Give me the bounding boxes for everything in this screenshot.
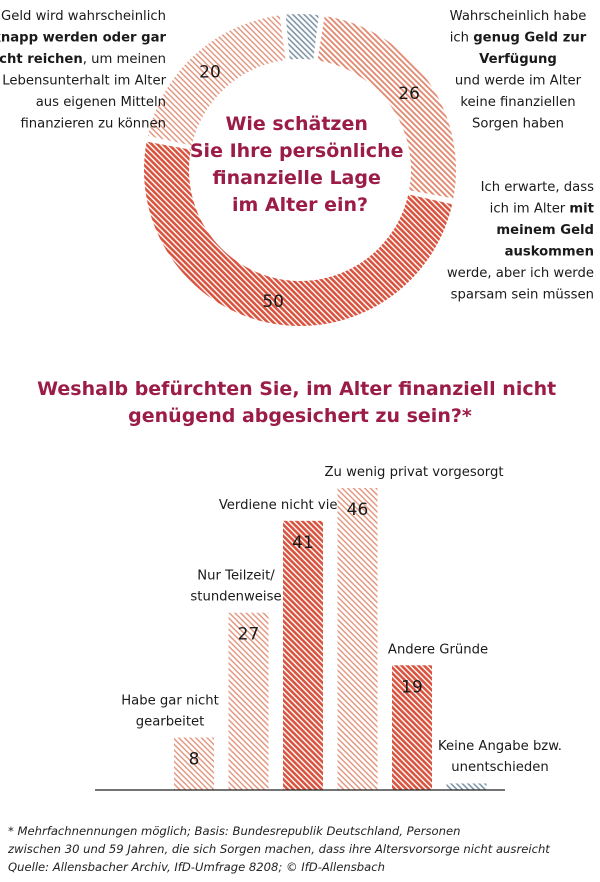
bar-title-line: genügend abgesichert zu sein?* — [128, 405, 472, 427]
donut-title: Wie schätzen Sie Ihre persönliche finanz… — [190, 113, 410, 216]
donut-value-genug: 26 — [398, 84, 420, 104]
donut-slice-labels: Wahrscheinlich habe ich genug Geld zur Ver… — [0, 9, 594, 303]
bar-value-vorgesorgt: 46 — [347, 500, 369, 520]
donut-label-text: sparsam sein müssen — [451, 288, 594, 303]
bar-label-line: Zu wenig privat vorgesorgt — [325, 465, 504, 480]
bar-teilzeit — [228, 612, 269, 790]
footnote-line: zwischen 30 und 59 Jahren, die sich Sorg… — [8, 842, 550, 856]
donut-label-genug: Wahrscheinlich habe ich genug Geld zur Ver… — [450, 9, 587, 132]
bar-label-line: Nur Teilzeit/ — [197, 569, 275, 584]
donut-label-text: Verfügung — [479, 52, 557, 67]
donut-label-text: Sorgen haben — [472, 117, 564, 132]
bar-label-line: unentschieden — [451, 760, 548, 775]
bar-value-nie_gearbeitet: 8 — [189, 749, 200, 769]
donut-label-auskommen: Ich erwarte, dass ich im Alter mit meinem … — [447, 180, 594, 303]
donut-title-line: Wie schätzen — [225, 113, 367, 135]
donut-slice-genug — [317, 15, 456, 199]
donut-label-text: werde, aber ich werde — [447, 266, 594, 281]
donut-slice-keine_angabe — [285, 14, 319, 60]
donut-label-text: meinem Geld — [496, 223, 594, 238]
donut-label-text: Wahrscheinlich habe — [450, 9, 587, 24]
donut-value-auskommen: 50 — [262, 292, 284, 312]
bar-label-verdiene: Verdiene nicht viel — [219, 498, 341, 513]
bar-label-teilzeit: Nur Teilzeit/stundenweise — [190, 569, 281, 605]
bar-label-keine_angabe: Keine Angabe bzw. unentschieden — [438, 739, 562, 775]
donut-label-text: knapp werden oder gar — [0, 31, 166, 46]
bar-keine_angabe — [446, 783, 487, 790]
donut-label-text: finanzieren zu können — [21, 117, 167, 132]
footnote-line: * Mehrfachnennungen möglich; Basis: Bund… — [8, 824, 461, 838]
donut-label-text: , um meinen — [83, 52, 166, 67]
donut-title-line: finanzielle Lage — [213, 167, 381, 189]
donut-label-knapp: Das Geld wird wahrscheinlich knapp werden… — [0, 9, 167, 132]
bar-label-line: gearbeitet — [136, 714, 205, 729]
bar-label-line: Andere Gründe — [388, 642, 488, 657]
donut-title-line: Sie Ihre persönliche — [190, 140, 404, 162]
donut-label-text: Ich erwarte, dass — [481, 180, 595, 195]
bar-label-line: Verdiene nicht viel — [219, 498, 341, 513]
donut-value-knapp: 20 — [199, 62, 221, 82]
bar-label-andere: Andere Gründe — [388, 642, 488, 657]
bar-verdiene — [283, 520, 323, 790]
donut-label-text: Das Geld wird wahrscheinlich — [0, 9, 166, 24]
donut-label-text: ich im Alter — [490, 202, 570, 217]
donut-title-line: im Alter ein? — [232, 194, 368, 216]
bar-andere — [392, 665, 432, 790]
bar-label-vorgesorgt: Zu wenig privat vorgesorgt — [325, 465, 504, 480]
donut-label-text: genug Geld zur — [473, 31, 587, 46]
donut-value-labels: 26 50 20 — [199, 62, 420, 311]
footnote: * Mehrfachnennungen möglich; Basis: Bund… — [8, 822, 593, 876]
donut-slice-auskommen — [143, 141, 453, 327]
donut-slices — [143, 14, 456, 327]
bar-label-nie_gearbeitet: Habe gar nicht gearbeitet — [121, 693, 219, 729]
donut-label-text: keine finanziellen — [460, 95, 575, 110]
bar-title-line: Weshalb befürchten Sie, im Alter finanzi… — [37, 378, 556, 400]
donut-chart: 26 50 20 — [143, 14, 456, 327]
bar-label-line: Habe gar nicht — [121, 693, 219, 708]
bar-nie_gearbeitet — [174, 737, 214, 790]
bar-label-line: Keine Angabe bzw. — [438, 739, 562, 754]
bar-value-teilzeit: 27 — [238, 625, 260, 645]
donut-label-text: auskommen — [505, 245, 594, 260]
bar-chart: 8 Habe gar nicht gearbeitet 27 Nur Teilzeit/… — [121, 465, 562, 790]
donut-label-text: und werde im Alter — [455, 74, 582, 89]
bar-value-andere: 19 — [401, 677, 423, 697]
donut-label-text: aus eigenen Mitteln — [36, 95, 166, 110]
donut-label-text: Lebensunterhalt im Alter — [2, 74, 166, 89]
bar-label-line: stundenweise — [190, 590, 281, 605]
donut-label-text: ich — [450, 31, 473, 46]
donut-label-text: mit — [569, 202, 594, 217]
bar-chart-title: Weshalb befürchten Sie, im Alter finanzi… — [37, 378, 563, 427]
donut-label-text: nicht reichen — [0, 52, 83, 67]
donut-slice-knapp — [147, 15, 286, 146]
bar-vorgesorgt — [337, 488, 378, 790]
bar-value-verdiene: 41 — [292, 533, 314, 553]
footnote-line: Quelle: Allensbacher Archiv, IfD-Umfrage… — [8, 860, 385, 874]
